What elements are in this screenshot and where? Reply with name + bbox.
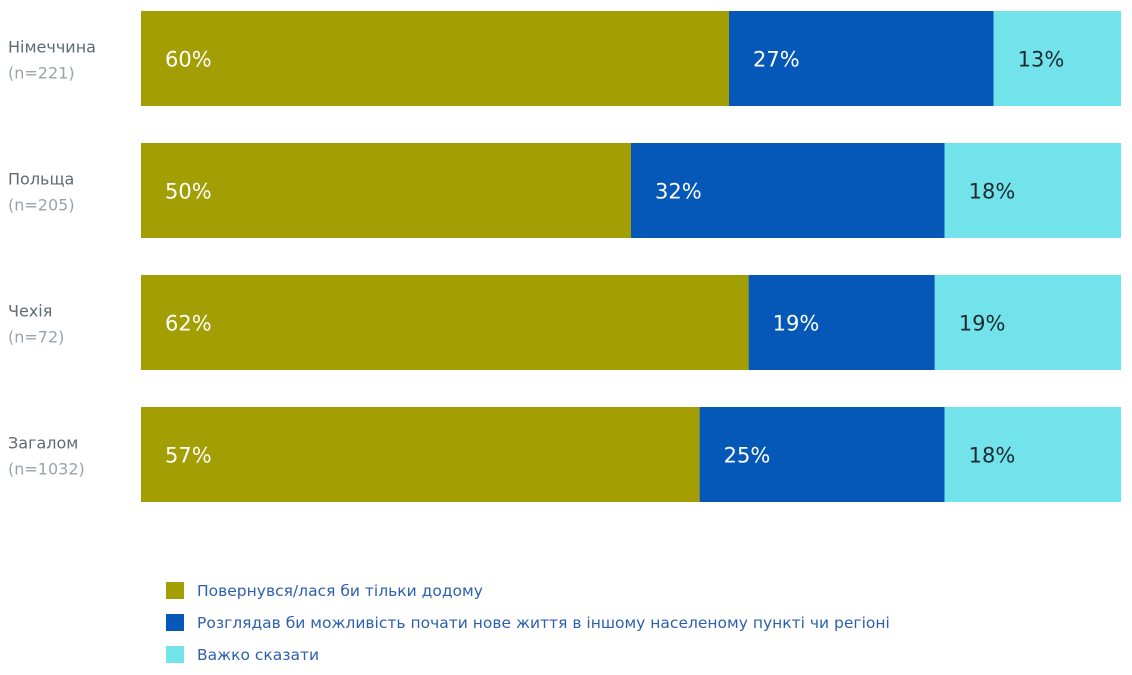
bar-segment — [699, 407, 945, 502]
data-label: 57% — [165, 444, 212, 468]
legend-label: Важко сказати — [197, 646, 319, 664]
category-sample-size: (n=221) — [8, 64, 75, 83]
bar-segment — [748, 275, 935, 370]
data-label: 19% — [959, 312, 1006, 336]
legend-swatch — [166, 582, 184, 599]
category-label: Польща — [8, 170, 74, 189]
bar-segment — [993, 11, 1121, 106]
bar-segment — [141, 407, 700, 502]
data-label: 32% — [655, 180, 702, 204]
data-label: 18% — [969, 444, 1016, 468]
data-label: 60% — [165, 48, 212, 72]
category-label: Чехія — [8, 302, 52, 321]
category-sample-size: (n=72) — [8, 328, 64, 347]
category-labels: Німеччина (n=221) Польща (n=205) Чехія (n=72)… — [8, 38, 96, 479]
data-labels: 60% 27% 13% 50% 32% 18% 62% 19% 19% 57% 25% 18% — [165, 48, 1064, 468]
legend-label: Розглядав би можливість почати нове житт… — [197, 614, 890, 632]
bar-segment — [141, 275, 749, 370]
legend-swatch — [166, 614, 184, 631]
bar-segment — [934, 275, 1121, 370]
legend-swatch — [166, 646, 184, 663]
legend: Повернувся/лася би тільки додому Розгляда… — [166, 582, 890, 664]
category-sample-size: (n=205) — [8, 196, 75, 215]
bars — [141, 11, 1121, 502]
bar-segment — [944, 407, 1121, 502]
data-label: 27% — [753, 48, 800, 72]
bar-segment — [141, 143, 631, 238]
data-label: 13% — [1018, 48, 1065, 72]
category-label: Німеччина — [8, 38, 96, 57]
data-label: 62% — [165, 312, 212, 336]
bar-segment — [944, 143, 1121, 238]
legend-label: Повернувся/лася би тільки додому — [197, 582, 483, 600]
category-label: Загалом — [8, 434, 78, 453]
data-label: 25% — [724, 444, 771, 468]
category-sample-size: (n=1032) — [8, 460, 85, 479]
data-label: 19% — [773, 312, 820, 336]
bar-segment — [729, 11, 994, 106]
data-label: 18% — [969, 180, 1016, 204]
bar-segment — [141, 11, 729, 106]
bar-segment — [631, 143, 945, 238]
data-label: 50% — [165, 180, 212, 204]
